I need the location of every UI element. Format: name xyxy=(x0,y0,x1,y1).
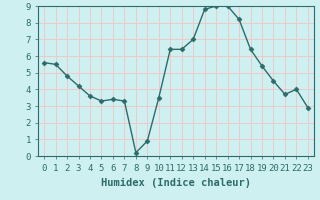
X-axis label: Humidex (Indice chaleur): Humidex (Indice chaleur) xyxy=(101,178,251,188)
